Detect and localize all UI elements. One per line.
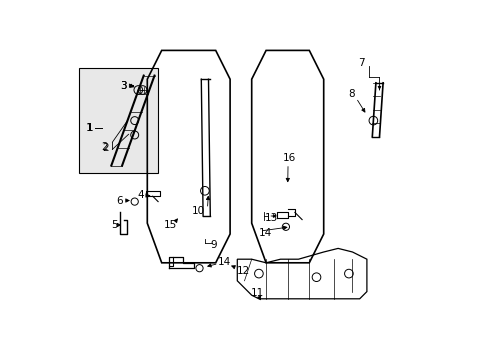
Text: 7: 7	[357, 58, 364, 68]
Text: 16: 16	[282, 153, 296, 163]
Text: 2: 2	[102, 143, 109, 153]
Text: 14: 14	[218, 257, 231, 267]
Text: 3: 3	[121, 81, 127, 91]
Text: 13: 13	[264, 213, 278, 223]
Text: 10: 10	[192, 206, 205, 216]
Text: 4: 4	[138, 190, 144, 201]
Text: 14: 14	[258, 228, 271, 238]
Text: 12: 12	[236, 266, 249, 276]
Text: 6: 6	[116, 195, 122, 206]
Text: 8: 8	[348, 89, 354, 99]
Text: 15: 15	[163, 220, 176, 230]
Text: 5: 5	[111, 220, 117, 230]
Text: 1: 1	[87, 123, 94, 133]
Text: 1: 1	[85, 123, 92, 133]
Text: 2: 2	[101, 142, 107, 152]
Text: 11: 11	[250, 288, 263, 298]
FancyBboxPatch shape	[79, 68, 158, 173]
Text: 3: 3	[121, 81, 127, 91]
Text: 9: 9	[210, 240, 217, 250]
